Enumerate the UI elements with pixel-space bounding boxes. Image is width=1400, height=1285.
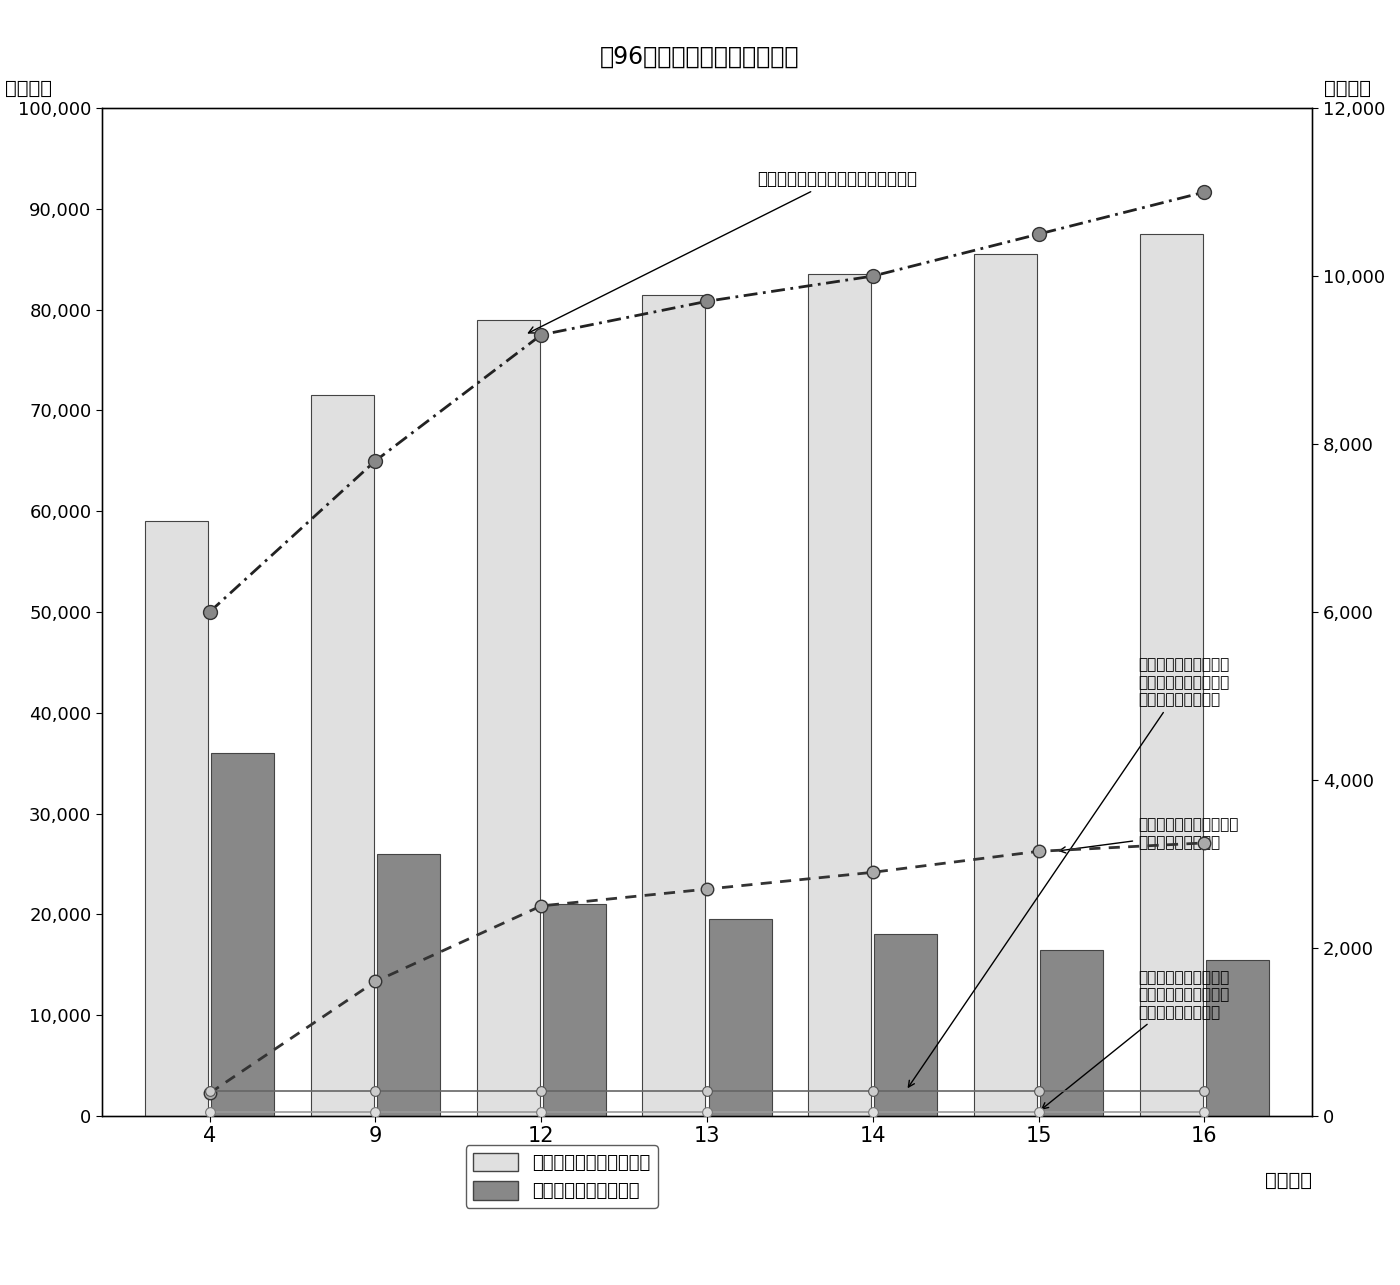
Legend: 公共下水道現在排水人口, し尿処理施設処理人口: 公共下水道現在排水人口, し尿処理施設処理人口 <box>466 1145 658 1208</box>
Text: 第96図　下水処理人口の推移: 第96図 下水処理人口の推移 <box>601 45 799 69</box>
Bar <box>146 522 209 1115</box>
Text: （千人）: （千人） <box>6 80 52 98</box>
Bar <box>708 919 771 1115</box>
Text: コミュニティ・プラント
処理人口（右目盛）: コミュニティ・プラント 処理人口（右目盛） <box>1060 817 1239 853</box>
Text: 合併処理浄化槽処理人口（右目盛）: 合併処理浄化槽処理人口（右目盛） <box>528 170 917 333</box>
Text: （年度）: （年度） <box>1266 1171 1312 1190</box>
Bar <box>476 320 539 1115</box>
Text: 漁業集落排水施設現在
排水人口：うち汚水に
係るもの（右目盛）: 漁業集落排水施設現在 排水人口：うち汚水に 係るもの（右目盛） <box>1042 970 1229 1109</box>
Bar <box>1205 960 1268 1115</box>
Text: 農業集落排水施設現在
排水人口：うち汚水に
係るもの（右目盛）: 農業集落排水施設現在 排水人口：うち汚水に 係るもの（右目盛） <box>909 658 1229 1087</box>
Text: （千人）: （千人） <box>1324 80 1372 98</box>
Bar <box>211 753 274 1115</box>
Bar <box>643 294 706 1115</box>
Bar <box>1140 234 1203 1115</box>
Bar <box>543 905 606 1115</box>
Bar <box>377 853 440 1115</box>
Bar <box>1040 950 1103 1115</box>
Bar <box>808 275 871 1115</box>
Bar <box>974 254 1037 1115</box>
Bar <box>311 396 374 1115</box>
Bar <box>875 934 938 1115</box>
